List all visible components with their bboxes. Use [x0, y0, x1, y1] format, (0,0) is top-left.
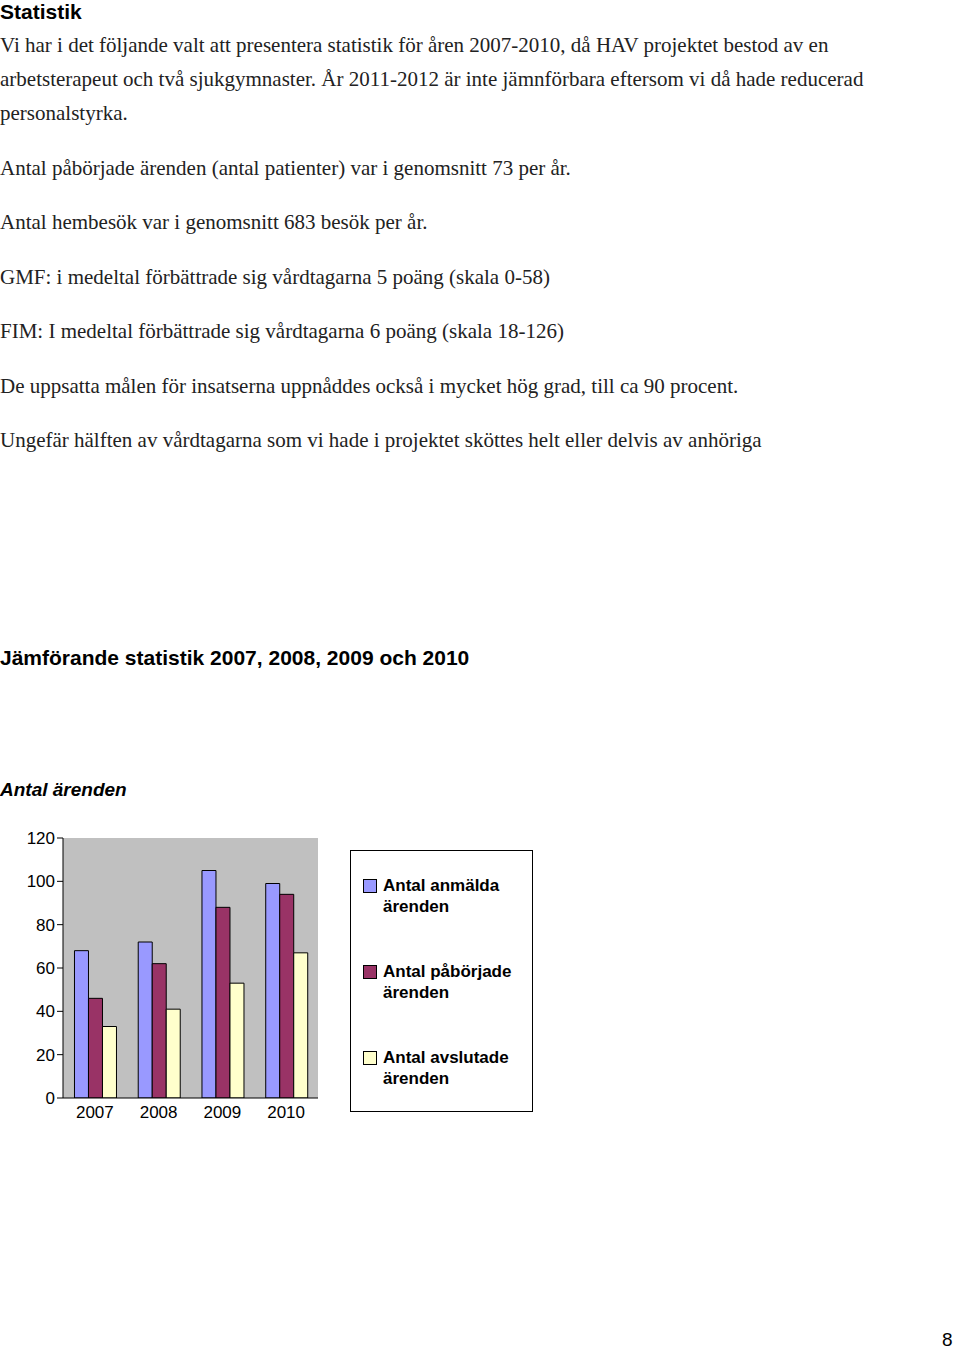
html-text:Vi har i det följande valt att: Vi har i det följande valt att presenter…	[0, 33, 864, 125]
svg-text:2009: 2009	[203, 1103, 241, 1122]
svg-text:100: 100	[27, 872, 55, 891]
html-text:Antal påbörjade ärenden (antal: Antal påbörjade ärenden (antal patienter…	[0, 156, 571, 180]
svg-text:2010: 2010	[267, 1103, 305, 1122]
html-text:Ungefär hälften av vårdtagarna: Ungefär hälften av vårdtagarna som vi ha…	[0, 428, 762, 452]
svg-text:2008: 2008	[140, 1103, 178, 1122]
html-text:GMF: i medeltal förbättrade si: GMF: i medeltal förbättrade sig vårdtaga…	[0, 265, 550, 289]
html-text:8: 8	[942, 1329, 953, 1350]
svg-text:60: 60	[36, 959, 55, 978]
svg-text:2007: 2007	[76, 1103, 114, 1122]
html-text:Statistik: Statistik	[0, 0, 82, 23]
html-text:Antal påbörjade ärenden: Antal påbörjade ärenden	[383, 962, 512, 1002]
html-text:De uppsatta målen för insatser: De uppsatta målen för insatserna uppnådd…	[0, 374, 739, 398]
html-text:Antal anmälda ärenden: Antal anmälda ärenden	[383, 876, 500, 916]
svg-text:120: 120	[27, 829, 55, 848]
svg-text:20: 20	[36, 1046, 55, 1065]
svg-text:0: 0	[46, 1089, 55, 1108]
svg-text:40: 40	[36, 1002, 55, 1021]
html-text:Antal ärenden: Antal ärenden	[0, 779, 127, 800]
svg-text:80: 80	[36, 916, 55, 935]
html-text:Jämförande statistik 2007, 200: Jämförande statistik 2007, 2008, 2009 oc…	[0, 646, 470, 669]
html-text:Antal avslutade ärenden: Antal avslutade ärenden	[383, 1048, 509, 1088]
html-text:FIM: I medeltal förbättrade si: FIM: I medeltal förbättrade sig vårdtaga…	[0, 319, 564, 343]
html-text:Antal hembesök var i genomsnit: Antal hembesök var i genomsnitt 683 besö…	[0, 210, 428, 234]
